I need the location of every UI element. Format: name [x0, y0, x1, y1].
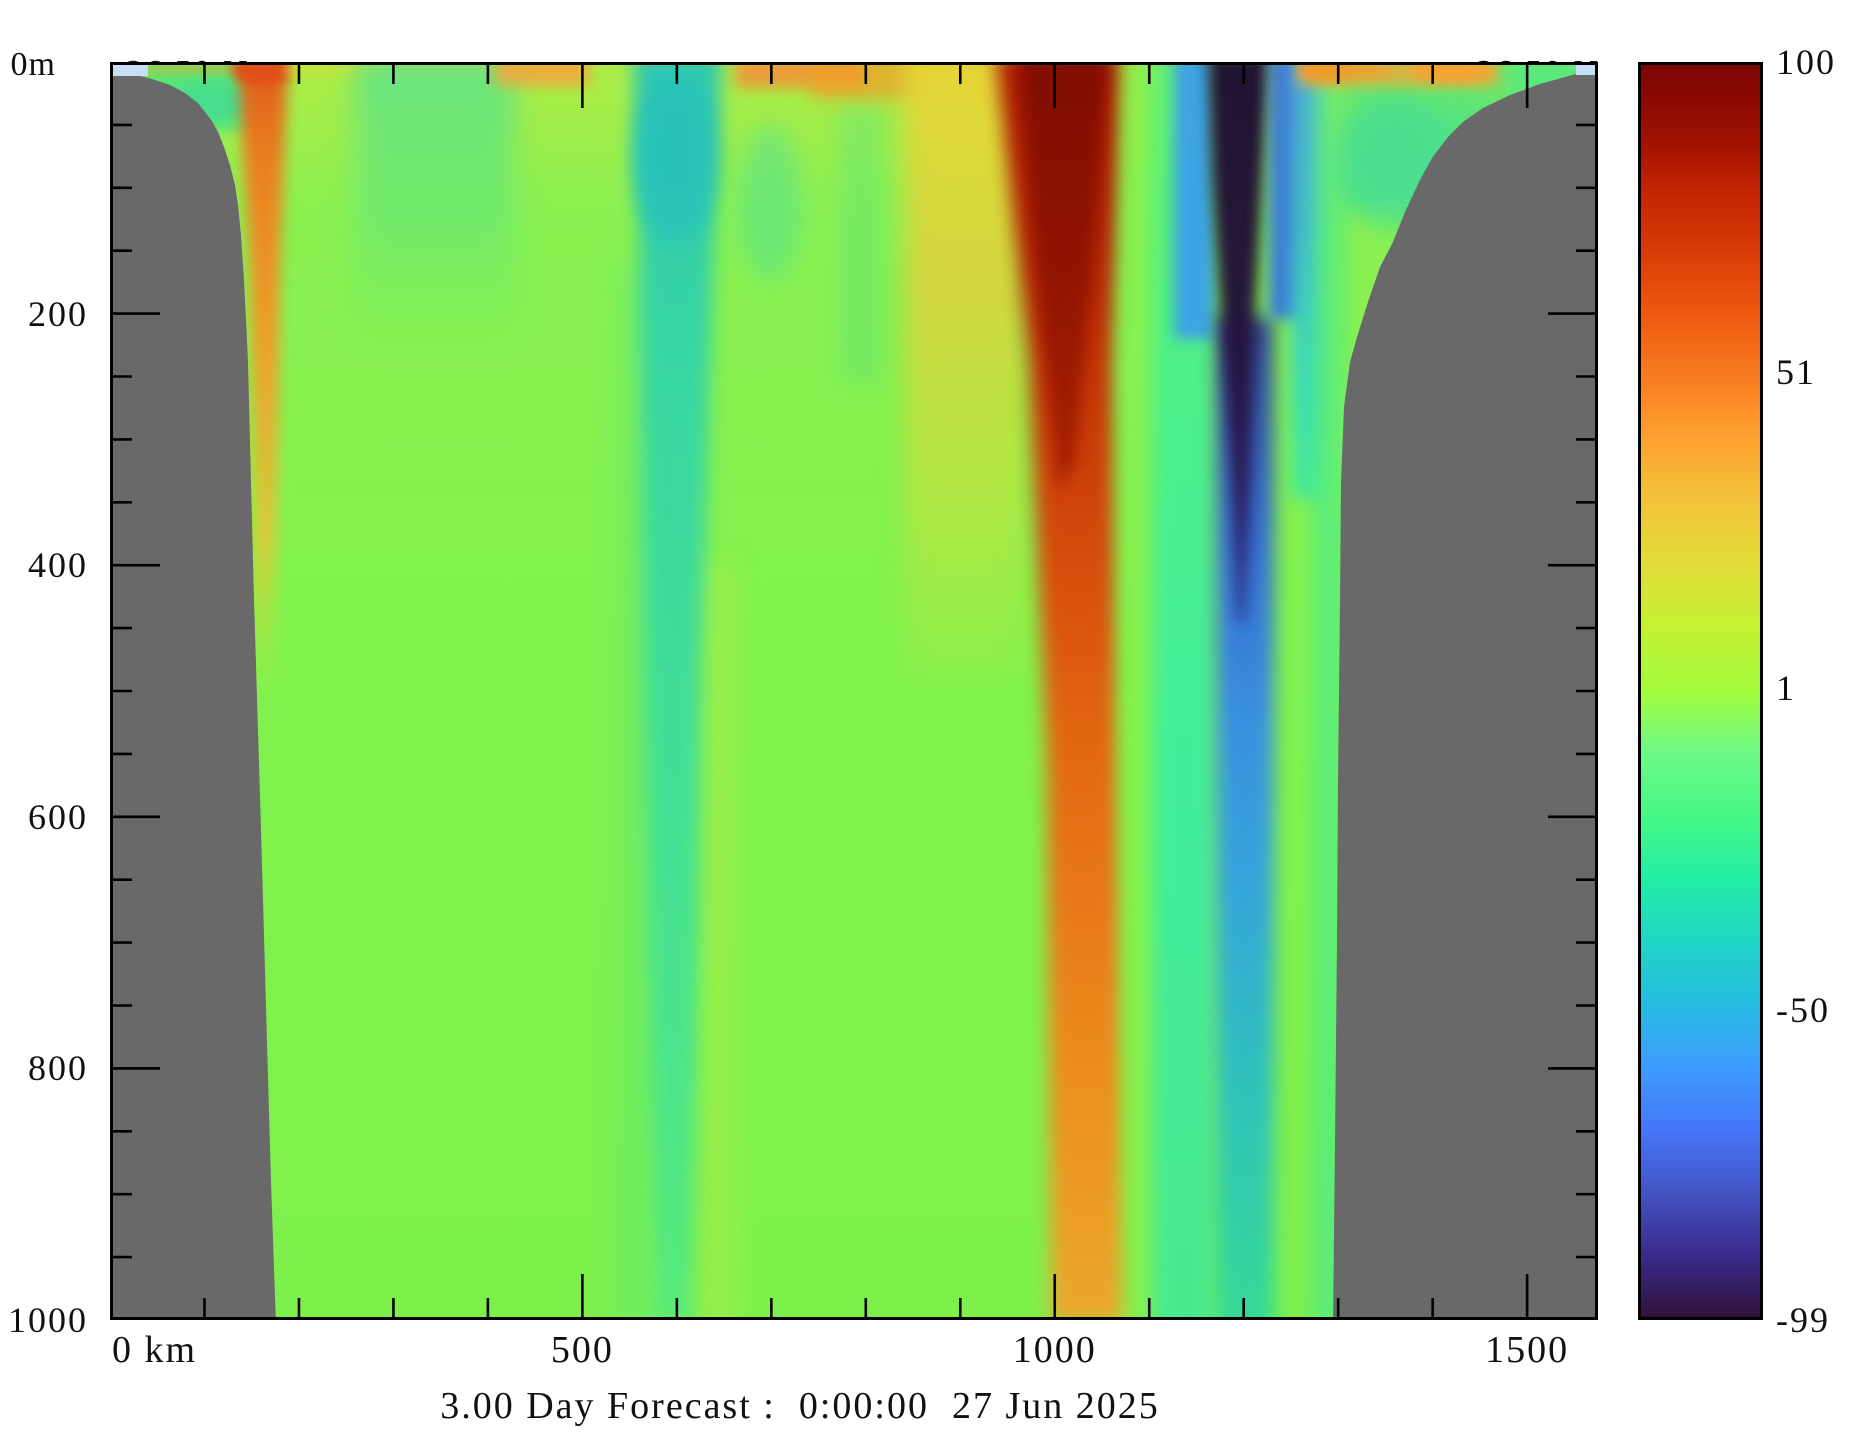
depth-tick-label: 400: [28, 545, 88, 586]
surface-missing-strip-right: [1576, 62, 1598, 75]
colorbar-tick-label: 51: [1776, 351, 1816, 392]
right-land-mask: [1333, 74, 1598, 1320]
distance-tick-label: 0 km: [112, 1329, 198, 1371]
distance-tick-label: 500: [550, 1329, 614, 1371]
colorbar-tick-label: -99: [1776, 1300, 1830, 1340]
main-positive-jet: [996, 62, 1129, 1320]
distance-tick-label: 1500: [1485, 1329, 1570, 1371]
depth-axis-origin-label: 0m: [10, 46, 56, 83]
colorbar: [1638, 62, 1763, 1320]
forecast-caption: 3.00 Day Forecast : 0:00:00 27 Jun 2025: [440, 1385, 1160, 1427]
depth-tick-label: 600: [28, 796, 88, 837]
plot-frame: [110, 62, 1598, 1320]
depth-tick-label: 800: [28, 1048, 88, 1089]
colorbar-tick-label: 100: [1776, 42, 1836, 82]
depth-tick-label: 1000: [8, 1300, 88, 1340]
surface-missing-strip-left: [110, 62, 148, 76]
colorbar-tick-label: 1: [1776, 667, 1796, 708]
depth-tick-label: 200: [28, 293, 88, 334]
velocity-section-heatmap: [110, 62, 1598, 1320]
coastal-positive-jet: [238, 62, 288, 702]
left-land-mask: [110, 75, 276, 1320]
section-plot-area: [110, 62, 1598, 1320]
distance-tick-label: 1000: [1012, 1329, 1097, 1371]
main-negative-jet-core: [1208, 62, 1270, 622]
axis-tick-marks: [110, 62, 1598, 1320]
colorbar-tick-label: -50: [1776, 990, 1830, 1031]
midshelf-negative-plume: [633, 62, 722, 1320]
main-jet-core: [1020, 62, 1107, 492]
